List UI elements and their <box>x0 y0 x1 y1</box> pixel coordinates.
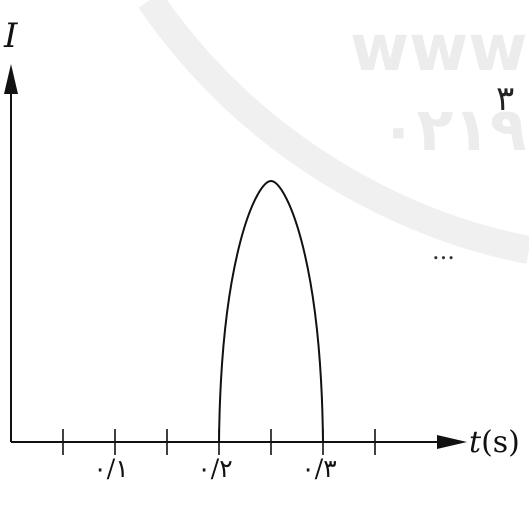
continuation-ellipsis: ... <box>432 237 455 265</box>
pulse-curves <box>218 179 324 443</box>
x-axis-label-unit: (s) <box>481 425 520 460</box>
axes <box>4 64 467 449</box>
y-axis-label: I <box>3 16 18 56</box>
pulse-curve <box>218 179 324 443</box>
corner-digit: ۳ <box>496 79 514 119</box>
x-axis-label-variable: t <box>469 425 482 460</box>
watermark-text-2: ۰۲۱۹ <box>380 95 526 165</box>
x-axis-label: t(s) <box>469 425 520 460</box>
y-axis-arrowhead <box>4 64 18 94</box>
x-axis-arrowhead <box>437 435 467 449</box>
watermark-text-1: www <box>350 12 527 86</box>
watermark: www ۰۲۱۹ <box>138 0 529 264</box>
x-tick-label: ۰/۳ <box>301 454 336 483</box>
x-tick-label: ۰/۲ <box>197 454 232 483</box>
x-tick-label: ۰/۱ <box>93 454 128 483</box>
x-tick-labels: ۰/۱ ۰/۲ ۰/۳ <box>93 454 336 483</box>
watermark-arc <box>138 0 529 264</box>
